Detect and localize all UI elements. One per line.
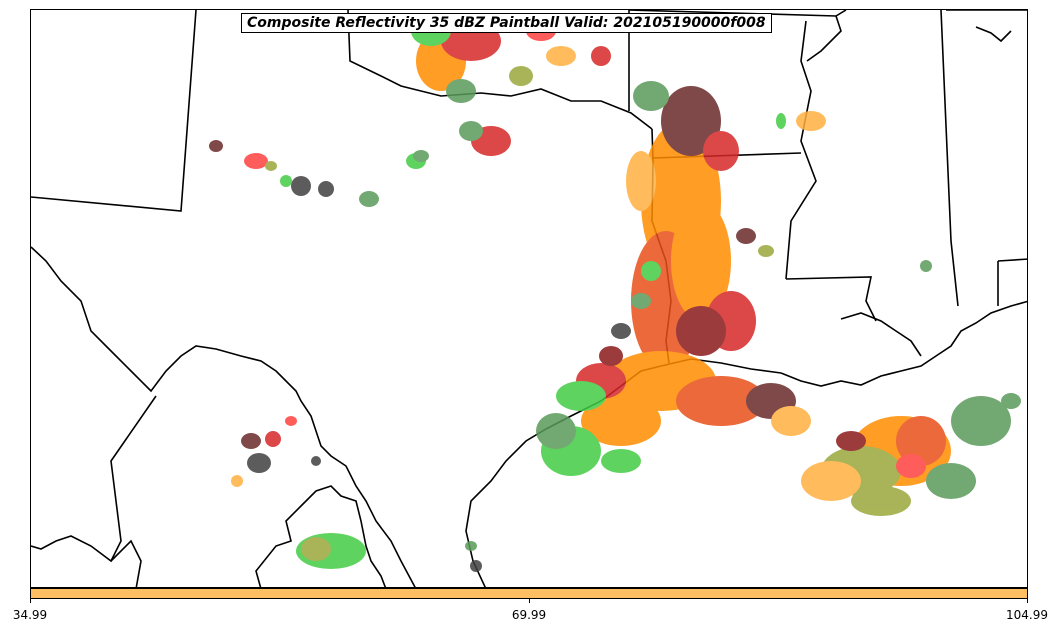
colorbar-tick-mark bbox=[1027, 599, 1028, 603]
colorbar-tick-label-mid: 69.99 bbox=[511, 608, 547, 622]
map-title: Composite Reflectivity 35 dBZ Paintball … bbox=[241, 13, 772, 33]
paintball-ensemble bbox=[209, 16, 1021, 572]
colorbar bbox=[30, 588, 1028, 599]
map-panel bbox=[30, 9, 1028, 588]
colorbar-tick-mark bbox=[30, 599, 31, 603]
state-borders bbox=[31, 10, 1027, 587]
map-canvas bbox=[31, 10, 1027, 587]
colorbar-tick-label-min: 34.99 bbox=[12, 608, 48, 622]
colorbar-tick-mark bbox=[529, 599, 530, 603]
colorbar-tick-label-max: 104.99 bbox=[1006, 608, 1048, 622]
